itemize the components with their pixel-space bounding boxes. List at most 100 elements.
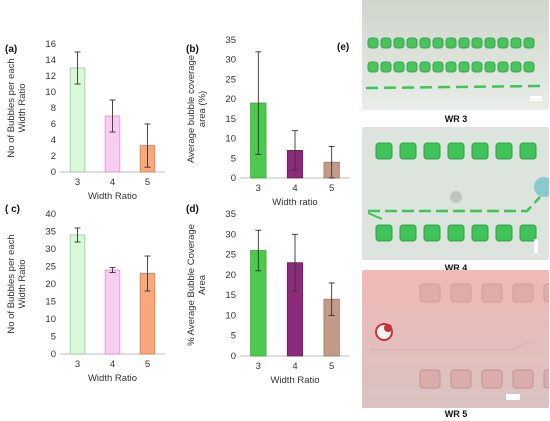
- ytick-label-c-2: 10: [45, 314, 56, 325]
- ytick-label-b-7: 35: [225, 35, 236, 46]
- wr3-row2-chamber-0: [367, 61, 379, 73]
- ytick-label-a-3: 6: [51, 119, 56, 130]
- wr4-row2-chambers: [375, 224, 537, 242]
- ytick-label-c-6: 30: [45, 244, 56, 255]
- wr3-row2-chamber-2: [393, 61, 405, 73]
- chart-a-svg: (a) 0 2 4 6 8 10 12 14 16 No of Bubbles per eachWi…: [5, 39, 165, 202]
- wr3-row2-chamber-7: [458, 61, 470, 73]
- error-bar-c-3: [74, 227, 81, 243]
- ylabel-b: Average bubble coveragearea (%): [186, 55, 208, 163]
- wr4-row2-chamber-6: [519, 224, 537, 242]
- wr3-row1-chamber-3: [406, 37, 418, 49]
- error-bar-a-4: [109, 99, 116, 133]
- wr3-row2-chamber-11: [510, 61, 522, 73]
- wr4-row2-chamber-2: [423, 224, 441, 242]
- ylabel-a: No of Bubbles per eachWidth Ratio: [6, 58, 28, 157]
- ylabel-d: % Average Bubble CoverageArea: [186, 224, 208, 346]
- xlabel-c: Width Ratio: [88, 373, 137, 384]
- xlabel-d: Width Ratio: [270, 375, 319, 386]
- ytick-label-b-0: 0: [231, 173, 236, 184]
- xtick-label-b-4: 4: [292, 183, 297, 194]
- panel-label-c: ( c): [5, 204, 20, 215]
- wr3-row2-chamber-6: [445, 61, 457, 73]
- ytick-label-d-6: 30: [225, 229, 236, 240]
- error-bar-a-3: [74, 51, 81, 85]
- photo-wr4: [362, 127, 549, 260]
- chart-a: (a) 0 2 4 6 8 10 12 14 16 No of Bubbles per eachWi…: [0, 30, 180, 210]
- wr4-row1-chamber-1: [399, 142, 417, 160]
- photo-wr4-svg: [362, 127, 549, 260]
- chart-c: ( c) 0 5 10 15 20 25 30 35 40 No of Bubbles per ea…: [0, 200, 180, 415]
- ytick-label-d-1: 5: [231, 331, 236, 342]
- wr3-row2-chamber-8: [471, 61, 483, 73]
- xtick-label-d-5: 5: [329, 361, 334, 372]
- wr3-row2-chamber-1: [380, 61, 392, 73]
- wr5-row1-chamber-0: [419, 283, 441, 303]
- wr5-row2-chamber-3: [512, 369, 534, 389]
- ytick-label-b-1: 5: [231, 153, 236, 164]
- wr4-row2-chamber-3: [447, 224, 465, 242]
- wr3-row1-chamber-2: [393, 37, 405, 49]
- ytick-label-b-3: 15: [225, 114, 236, 125]
- error-bar-d-3: [255, 229, 262, 272]
- ytick-label-b-4: 20: [225, 94, 236, 105]
- error-bar-d-5: [328, 282, 335, 316]
- ytick-label-d-2: 10: [225, 310, 236, 321]
- wr4-row1-chamber-6: [519, 142, 537, 160]
- wr3-row1-chamber-6: [445, 37, 457, 49]
- ytick-label-a-7: 14: [45, 55, 56, 66]
- ytick-label-d-3: 15: [225, 290, 236, 301]
- wr3-row1-chamber-1: [380, 37, 392, 49]
- error-bar-b-3: [255, 51, 262, 155]
- wr3-row1-chamber-10: [497, 37, 509, 49]
- wr4-row1-chamber-3: [447, 142, 465, 160]
- xtick-label-b-5: 5: [329, 183, 334, 194]
- wr5-row2-chamber-1: [450, 369, 472, 389]
- ytick-label-a-0: 0: [51, 167, 56, 178]
- xtick-label-c-3: 3: [75, 359, 80, 370]
- photo-wr3: [362, 0, 549, 110]
- ytick-label-c-3: 15: [45, 297, 56, 308]
- wr4-row1-chamber-2: [423, 142, 441, 160]
- error-bar-a-5: [144, 123, 151, 168]
- wr3-row1-chamber-9: [484, 37, 496, 49]
- wr3-row1-chamber-11: [510, 37, 522, 49]
- ytick-label-c-1: 5: [51, 332, 56, 343]
- wr3-row2-chamber-4: [419, 61, 431, 73]
- wr3-row2-chamber-9: [484, 61, 496, 73]
- ytick-label-b-6: 30: [225, 55, 236, 66]
- wr5-row1-chamber-4: [543, 283, 549, 303]
- chart-d: (d) 0 5 10 15 20 25 30 35% Average Bubble Covera…: [180, 200, 360, 415]
- wr3-row1-chamber-8: [471, 37, 483, 49]
- ytick-label-a-1: 2: [51, 151, 56, 162]
- chart-b: (b) 0 5 10 15 20 25 30 35 Average bubble coverage…: [180, 30, 360, 210]
- wr3-row1-chamber-7: [458, 37, 470, 49]
- photo-wr5: [362, 270, 549, 408]
- wr3-row1-chambers: [367, 37, 535, 49]
- xtick-label-d-3: 3: [256, 361, 261, 372]
- ytick-label-c-8: 40: [45, 209, 56, 220]
- wr3-row1-chamber-4: [419, 37, 431, 49]
- wr5-row1-chamber-3: [512, 283, 534, 303]
- wr3-row2-chamber-10: [497, 61, 509, 73]
- photo-label-wr5: WR 5: [444, 409, 468, 419]
- error-bar-b-4: [292, 130, 298, 171]
- panel-label-b: (b): [186, 44, 199, 55]
- wr4-row2-chamber-5: [495, 224, 513, 242]
- xlabel-a: Width Ratio: [88, 191, 137, 202]
- wr4-row1-chamber-0: [375, 142, 393, 160]
- wr5-row1-chamber-1: [450, 283, 472, 303]
- xtick-label-b-3: 3: [256, 183, 261, 194]
- wr5-row1-chamber-2: [481, 283, 503, 303]
- wr3-row2-chamber-3: [406, 61, 418, 73]
- wr3-row2-chamber-12: [523, 61, 535, 73]
- ytick-label-c-0: 0: [51, 349, 56, 360]
- ytick-label-a-2: 4: [51, 135, 56, 146]
- wr4-row2-chamber-0: [375, 224, 393, 242]
- photo-wr5-svg: [362, 270, 549, 408]
- panel-label-d: (d): [186, 204, 199, 215]
- xtick-label-c-5: 5: [145, 359, 150, 370]
